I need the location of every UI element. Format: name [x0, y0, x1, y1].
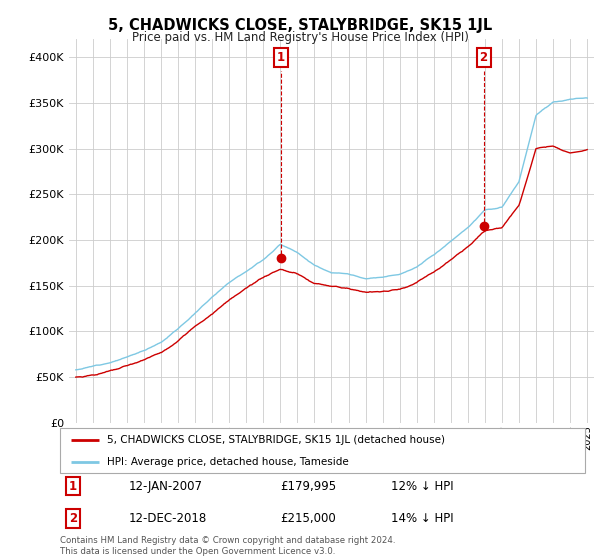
Text: 5, CHADWICKS CLOSE, STALYBRIDGE, SK15 1JL (detached house): 5, CHADWICKS CLOSE, STALYBRIDGE, SK15 1J…: [107, 436, 445, 446]
Text: Contains HM Land Registry data © Crown copyright and database right 2024.
This d: Contains HM Land Registry data © Crown c…: [60, 536, 395, 556]
Text: 2: 2: [69, 512, 77, 525]
Text: 12-JAN-2007: 12-JAN-2007: [128, 479, 202, 493]
Text: 5, CHADWICKS CLOSE, STALYBRIDGE, SK15 1JL: 5, CHADWICKS CLOSE, STALYBRIDGE, SK15 1J…: [108, 18, 492, 33]
Text: 12% ↓ HPI: 12% ↓ HPI: [391, 479, 454, 493]
Text: Price paid vs. HM Land Registry's House Price Index (HPI): Price paid vs. HM Land Registry's House …: [131, 31, 469, 44]
Text: £215,000: £215,000: [281, 512, 336, 525]
Text: HPI: Average price, detached house, Tameside: HPI: Average price, detached house, Tame…: [107, 457, 349, 467]
Text: 1: 1: [69, 479, 77, 493]
Text: 2: 2: [479, 51, 488, 64]
Text: £179,995: £179,995: [281, 479, 337, 493]
Text: 12-DEC-2018: 12-DEC-2018: [128, 512, 206, 525]
Text: 14% ↓ HPI: 14% ↓ HPI: [391, 512, 454, 525]
FancyBboxPatch shape: [60, 428, 585, 473]
Text: 1: 1: [277, 51, 285, 64]
